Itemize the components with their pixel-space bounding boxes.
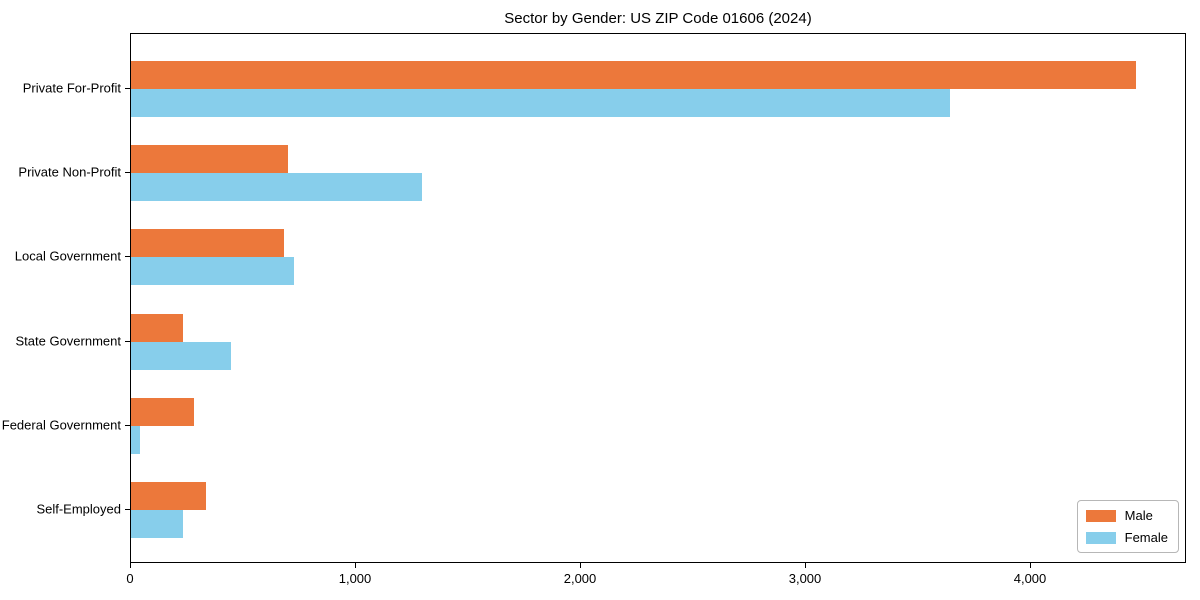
bar-male-state-government <box>131 313 183 342</box>
bar-female-private-for-profit <box>131 89 950 117</box>
y-tick-label-private-for-profit: Private For-Profit <box>22 80 121 96</box>
x-tick-mark <box>130 563 131 568</box>
bar-female-private-non-profit <box>131 173 422 202</box>
bars-layer <box>131 34 1185 562</box>
x-tick-label-3-000: 3,000 <box>788 571 822 586</box>
y-tick-mark <box>125 172 130 174</box>
y-tick-mark <box>125 424 130 426</box>
bar-female-federal-government <box>131 425 140 454</box>
bar-female-local-government <box>131 257 294 286</box>
x-tick-mark <box>805 563 806 568</box>
legend-swatch-male <box>1085 509 1116 522</box>
y-tick-mark <box>125 88 130 89</box>
x-tick-mark <box>355 563 356 568</box>
y-tick-mark <box>125 256 130 258</box>
bar-female-self-employed <box>131 510 183 538</box>
bar-male-local-government <box>131 229 284 258</box>
bar-male-private-for-profit <box>131 61 1136 89</box>
bar-male-federal-government <box>131 397 194 426</box>
bar-male-private-non-profit <box>131 145 288 174</box>
x-tick-mark <box>1030 563 1031 568</box>
legend: Male Female <box>1076 500 1179 553</box>
bar-male-self-employed <box>131 482 206 510</box>
y-tick-label-private-non-profit: Private Non-Profit <box>18 164 121 180</box>
y-tick-label-local-government: Local Government <box>14 248 121 264</box>
legend-swatch-female <box>1085 531 1116 544</box>
y-tick-label-state-government: State Government <box>15 333 122 349</box>
x-tick-mark <box>580 563 581 568</box>
y-tick-mark <box>125 340 130 342</box>
y-tick-mark <box>125 509 130 510</box>
x-tick-label-4-000: 4,000 <box>1013 571 1047 586</box>
x-tick-label-1-000: 1,000 <box>338 571 372 586</box>
bar-female-state-government <box>131 341 231 370</box>
x-tick-label-0: 0 <box>126 571 134 586</box>
y-tick-label-self-employed: Self-Employed <box>36 501 121 517</box>
legend-label-female: Female <box>1124 530 1168 545</box>
plot-area: Male Female <box>130 33 1186 563</box>
legend-label-male: Male <box>1124 508 1153 523</box>
legend-item-female: Female <box>1085 530 1168 545</box>
y-tick-label-federal-government: Federal Government <box>1 417 121 433</box>
x-tick-label-2-000: 2,000 <box>563 571 597 586</box>
chart-title: Sector by Gender: US ZIP Code 01606 (202… <box>504 10 812 27</box>
legend-item-male: Male <box>1085 508 1168 523</box>
